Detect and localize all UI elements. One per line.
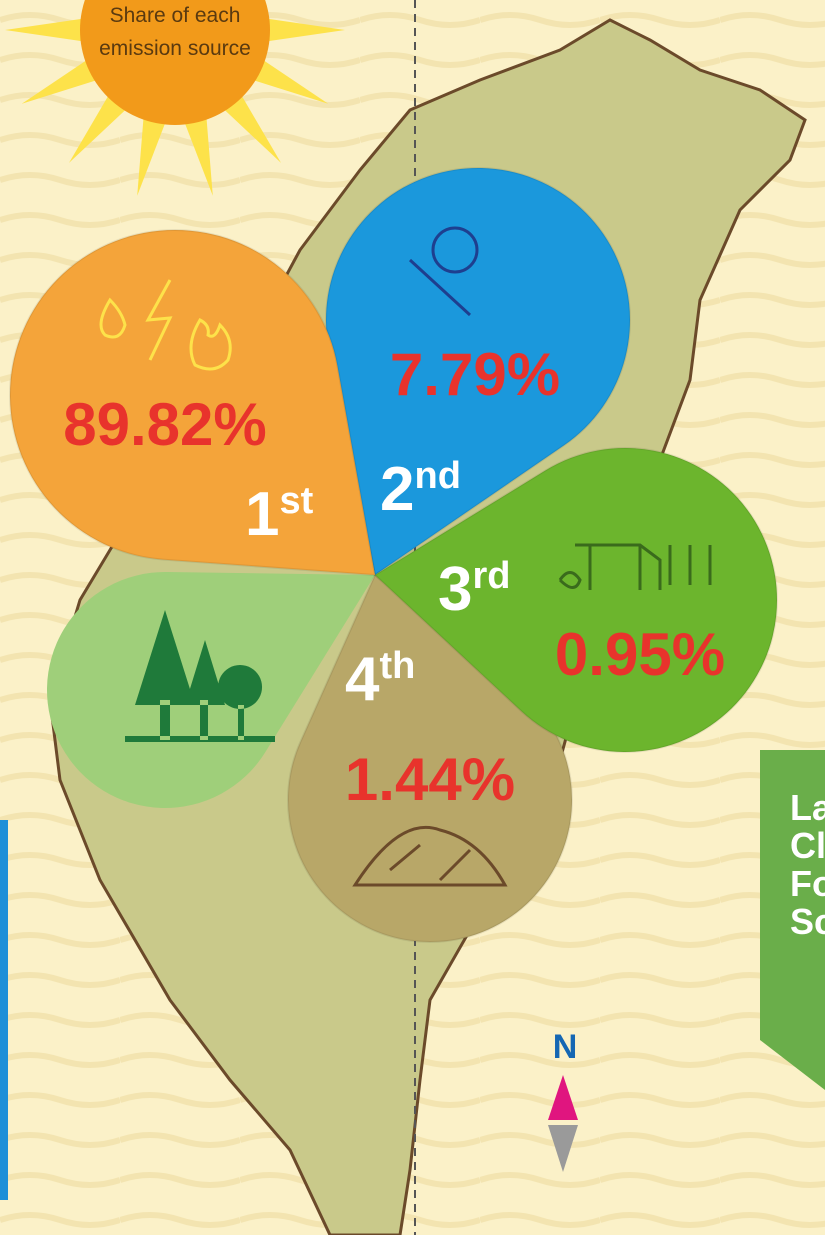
- icon: [558, 543, 712, 590]
- left-panel-edge: [0, 820, 8, 1200]
- icon: [352, 825, 508, 887]
- rank-suffix: st: [279, 480, 313, 522]
- sun-ray: [183, 114, 213, 196]
- rank-number: 2: [380, 455, 414, 524]
- icon: [408, 226, 479, 317]
- sun-text: emission source: [99, 37, 251, 60]
- share-value: 89.82%: [63, 391, 267, 458]
- icon: [99, 279, 232, 371]
- rank-suffix: th: [379, 645, 415, 687]
- sun-ray: [264, 18, 345, 42]
- petal-industry: [325, 167, 631, 577]
- petal-waste: [287, 573, 573, 943]
- sun-ray: [21, 58, 100, 104]
- side-text: La: [790, 787, 825, 828]
- sun: Share of each emission source: [5, 0, 345, 196]
- petal-agriculture: [373, 447, 778, 753]
- share-value: 1.44%: [345, 746, 515, 813]
- rank-suffix: rd: [472, 555, 510, 597]
- rank-label: 3rd: [438, 555, 510, 624]
- side-panel: [760, 750, 825, 1090]
- rank-label: 1st: [245, 480, 314, 549]
- rank-suffix: nd: [414, 455, 460, 497]
- compass: N: [548, 1028, 578, 1172]
- sun-ray: [221, 92, 281, 163]
- icon-trees: [125, 610, 275, 742]
- share-value: 7.79%: [390, 341, 560, 408]
- side-text: Cl: [790, 825, 825, 866]
- rank-number: 1: [245, 480, 279, 549]
- sun-ray: [250, 58, 329, 104]
- side-text: Sc: [790, 901, 825, 942]
- sun-ray: [137, 114, 167, 196]
- rank-label: 4th: [345, 645, 415, 714]
- rank-number: 4: [345, 645, 380, 714]
- compass-label: N: [553, 1028, 578, 1066]
- sun-ray: [69, 92, 129, 163]
- share-value: 0.95%: [555, 621, 725, 688]
- sun-text: Share of each: [110, 4, 241, 27]
- side-text: Fo: [790, 863, 825, 904]
- rank-number: 3: [438, 555, 472, 624]
- sun-ray: [5, 18, 86, 42]
- rank-label: 2nd: [380, 455, 461, 524]
